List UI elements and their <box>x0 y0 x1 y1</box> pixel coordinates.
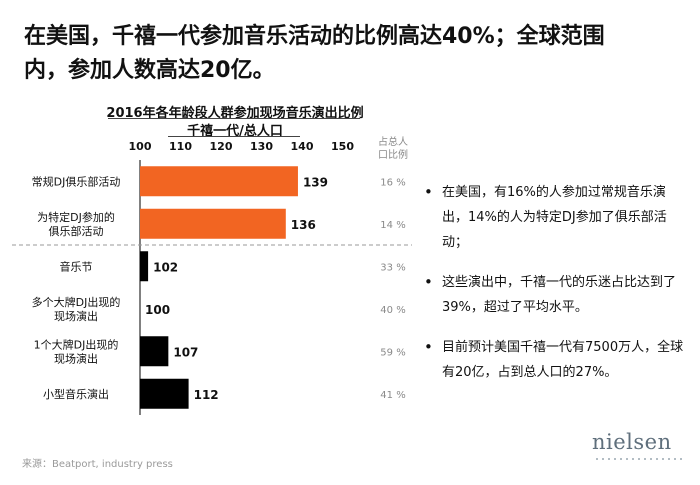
category-label: 音乐节 <box>60 259 93 273</box>
bar <box>140 378 189 409</box>
value-label: 136 <box>291 218 316 232</box>
chart-title: 2016年各年龄段人群参加现场音乐演出比例 <box>106 106 364 121</box>
headline-line-2: 内，参加人数高达20亿。 <box>24 58 275 83</box>
share-label: 14 % <box>380 220 405 231</box>
headline-line-1: 在美国，千禧一代参加音乐活动的比例高达40%；全球范围 <box>24 24 605 49</box>
x-tick-label: 140 <box>291 140 314 153</box>
bullet-item: 目前预计美国千禧一代有7500万人，全球有20亿，占到总人口的27%。 <box>420 335 688 385</box>
x-tick-label: 110 <box>169 140 192 153</box>
category-label: 常规DJ俱乐部活动 <box>32 174 121 188</box>
share-label: 16 % <box>380 177 405 188</box>
share-header-line-2: 口比例 <box>378 150 408 161</box>
title-underline <box>108 118 360 119</box>
share-header-line-1: 占总人 <box>378 137 408 148</box>
bullet-item: 在美国，有16%的人参加过常规音乐演出，14%的人为特定DJ参加了俱乐部活动； <box>420 180 688 255</box>
bar <box>140 336 169 367</box>
share-label: 33 % <box>380 262 405 273</box>
bullet-list: 在美国，有16%的人参加过常规音乐演出，14%的人为特定DJ参加了俱乐部活动； … <box>420 180 688 400</box>
headline: 在美国，千禧一代参加音乐活动的比例高达40%；全球范围 内，参加人数高达20亿。 <box>24 20 684 88</box>
subtitle-underline <box>168 136 300 137</box>
x-tick-label: 150 <box>331 140 354 153</box>
category-label: 多个大牌DJ出现的现场演出 <box>32 295 121 323</box>
share-label: 59 % <box>380 347 405 358</box>
value-label: 107 <box>173 345 198 359</box>
value-label: 139 <box>303 175 328 189</box>
x-tick-label: 130 <box>250 140 273 153</box>
category-label: 1个大牌DJ出现的现场演出 <box>34 337 119 365</box>
bar <box>140 251 149 282</box>
share-label: 40 % <box>380 305 405 316</box>
bar <box>140 166 298 197</box>
logo-dot-row <box>594 458 682 460</box>
x-tick-label: 100 <box>129 140 152 153</box>
category-label: 小型音乐演出 <box>43 387 109 401</box>
value-label: 100 <box>145 303 170 317</box>
share-label: 41 % <box>380 390 405 401</box>
chart-subtitle: 千禧一代/总人口 <box>187 124 283 139</box>
bar <box>140 208 286 239</box>
share-column-header: 占总人 口比例 <box>372 136 414 162</box>
source-note: 来源：Beatport, industry press <box>22 459 173 470</box>
value-label: 102 <box>153 260 178 274</box>
value-label: 112 <box>194 388 219 402</box>
bullet-item: 这些演出中，千禧一代的乐迷占比达到了39%，超过了平均水平。 <box>420 270 688 320</box>
category-label: 为特定DJ参加的俱乐部活动 <box>37 210 115 238</box>
nielsen-logo: nielsen <box>592 430 672 454</box>
x-tick-label: 120 <box>210 140 233 153</box>
bar-chart: 100 110 120 130 140 150 常规DJ俱乐部活动 139 16 % 为特定DJ参… <box>12 140 412 415</box>
